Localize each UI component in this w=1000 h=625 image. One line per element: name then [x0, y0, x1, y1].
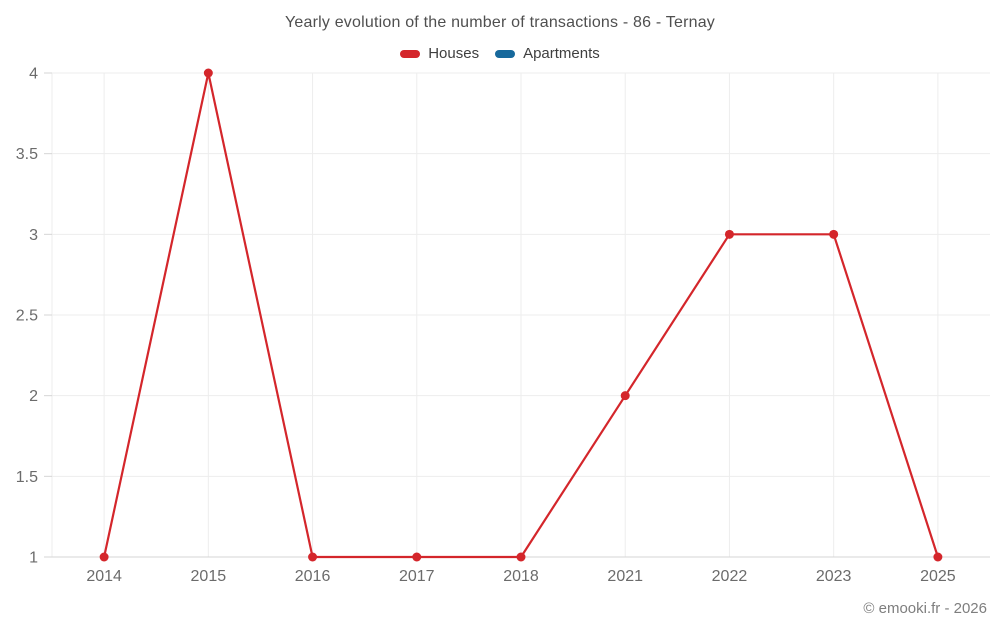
houses-data-point[interactable] [99, 552, 109, 562]
legend-item-apartments[interactable]: Apartments [495, 45, 600, 62]
houses-data-point[interactable] [933, 552, 943, 562]
houses-data-point[interactable] [203, 68, 213, 78]
x-axis-label: 2017 [399, 568, 435, 585]
x-axis-label: 2014 [86, 568, 122, 585]
y-axis-label: 3 [29, 227, 38, 244]
legend-label-apartments: Apartments [523, 45, 600, 62]
y-axis-label: 4 [29, 66, 38, 83]
legend-label-houses: Houses [428, 45, 480, 62]
legend: Houses Apartments [0, 45, 1000, 62]
houses-swatch-icon [400, 49, 421, 58]
x-axis-label: 2025 [920, 568, 956, 585]
y-axis-label: 2.5 [16, 308, 38, 325]
credit: © emooki.fr - 2026 [863, 600, 987, 617]
y-axis-label: 2 [29, 388, 38, 405]
y-axis-label: 1 [29, 550, 38, 567]
houses-data-point[interactable] [829, 229, 839, 239]
apartments-swatch-icon [495, 49, 516, 58]
houses-data-point[interactable] [308, 552, 318, 562]
y-axis-label: 1.5 [16, 469, 38, 486]
x-axis-label: 2022 [712, 568, 748, 585]
houses-data-point[interactable] [412, 552, 422, 562]
x-axis-label: 2023 [816, 568, 852, 585]
legend-item-houses[interactable]: Houses [400, 45, 479, 62]
houses-data-point[interactable] [620, 391, 630, 401]
houses-data-point[interactable] [724, 229, 734, 239]
houses-data-point[interactable] [516, 552, 526, 562]
x-axis-label: 2015 [191, 568, 227, 585]
chart-title: Yearly evolution of the number of transa… [284, 14, 715, 31]
x-axis-label: 2018 [503, 568, 539, 585]
x-axis-label: 2016 [295, 568, 331, 585]
x-axis-label: 2021 [607, 568, 643, 585]
y-axis-label: 3.5 [16, 146, 38, 163]
